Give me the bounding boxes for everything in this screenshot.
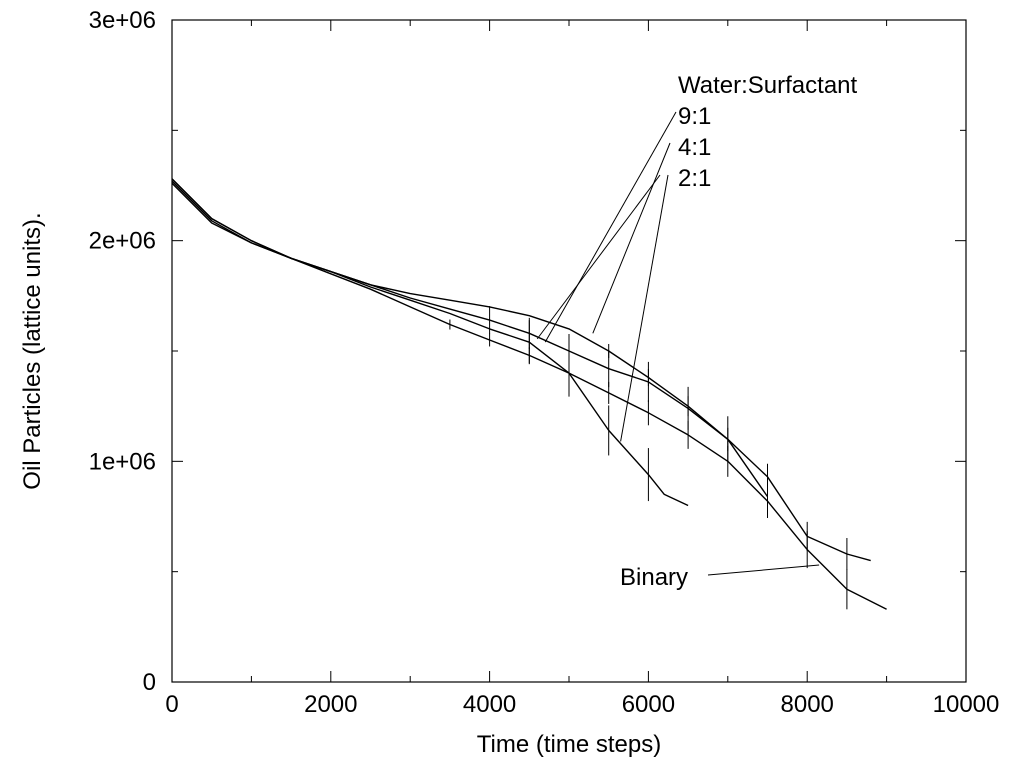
label-binary: Binary (620, 564, 688, 591)
leader-line (592, 142, 671, 334)
y-tick-label: 1e+06 (89, 448, 156, 475)
x-tick-label: 4000 (463, 691, 516, 718)
leader-line (544, 111, 677, 343)
y-tick-label: 0 (143, 669, 156, 696)
x-axis-label: Time (time steps) (477, 731, 661, 758)
leader-line (620, 174, 669, 442)
y-tick-label: 2e+06 (89, 228, 156, 255)
series-line-4 (171, 178, 689, 507)
series-line-2 (171, 182, 871, 562)
annotation-leader-lines (536, 111, 820, 576)
leader-line (707, 564, 820, 576)
axis-tick-labels: 0 2000 4000 6000 8000 10000 0 1e+06 2e+06 3e+06 (89, 7, 1000, 718)
x-tick-label: 10000 (933, 691, 1000, 718)
leader-line (536, 174, 661, 340)
series-group (171, 178, 887, 610)
legend-title: Water:Surfactant (678, 72, 858, 99)
y-axis-label: Oil Particles (lattice units). (19, 212, 46, 489)
series-line-1 (171, 178, 887, 610)
label-9-1: 9:1 (678, 103, 711, 130)
x-tick-label: 8000 (781, 691, 834, 718)
x-tick-label: 6000 (622, 691, 675, 718)
y-tick-label: 3e+06 (89, 7, 156, 34)
series-line-3 (171, 180, 769, 497)
label-4-1: 4:1 (678, 134, 711, 161)
label-2-1: 2:1 (678, 165, 711, 192)
error-bars (449, 306, 848, 610)
x-tick-label: 2000 (304, 691, 357, 718)
axis-ticks (171, 19, 967, 683)
x-tick-label: 0 (165, 691, 178, 718)
